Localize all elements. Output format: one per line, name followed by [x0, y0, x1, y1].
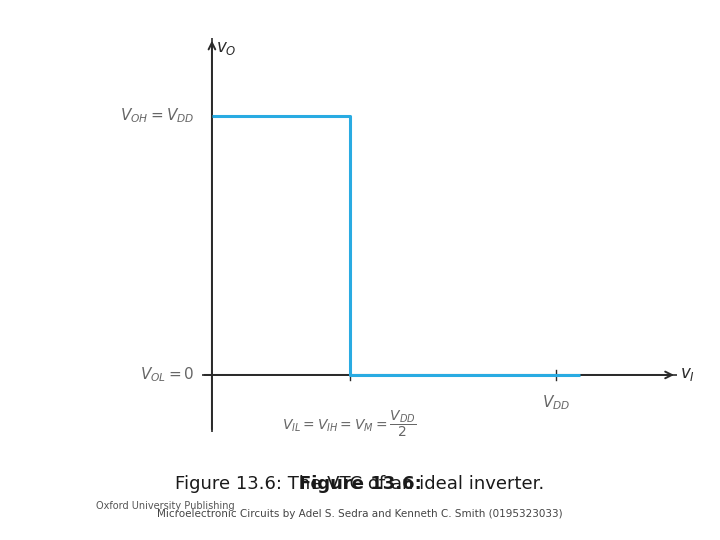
Text: $v_O$: $v_O$: [216, 40, 237, 57]
Text: $V_{DD}$: $V_{DD}$: [542, 393, 570, 412]
Text: $V_{OL} = 0$: $V_{OL} = 0$: [140, 366, 194, 384]
Text: Oxford University Publishing: Oxford University Publishing: [96, 501, 235, 511]
Text: Microelectronic Circuits by Adel S. Sedra and Kenneth C. Smith (0195323033): Microelectronic Circuits by Adel S. Sedr…: [157, 509, 563, 519]
Text: $v_I$: $v_I$: [680, 367, 696, 383]
Text: Figure 13.6:: Figure 13.6:: [299, 475, 421, 492]
Text: Figure 13.6: The VTC of an ideal inverter.: Figure 13.6: The VTC of an ideal inverte…: [176, 475, 544, 492]
Text: $V_{IL} = V_{IH} = V_M = \dfrac{V_{DD}}{2}$: $V_{IL} = V_{IH} = V_M = \dfrac{V_{DD}}{…: [282, 409, 417, 440]
Text: $V_{OH} = V_{DD}$: $V_{OH} = V_{DD}$: [120, 106, 194, 125]
